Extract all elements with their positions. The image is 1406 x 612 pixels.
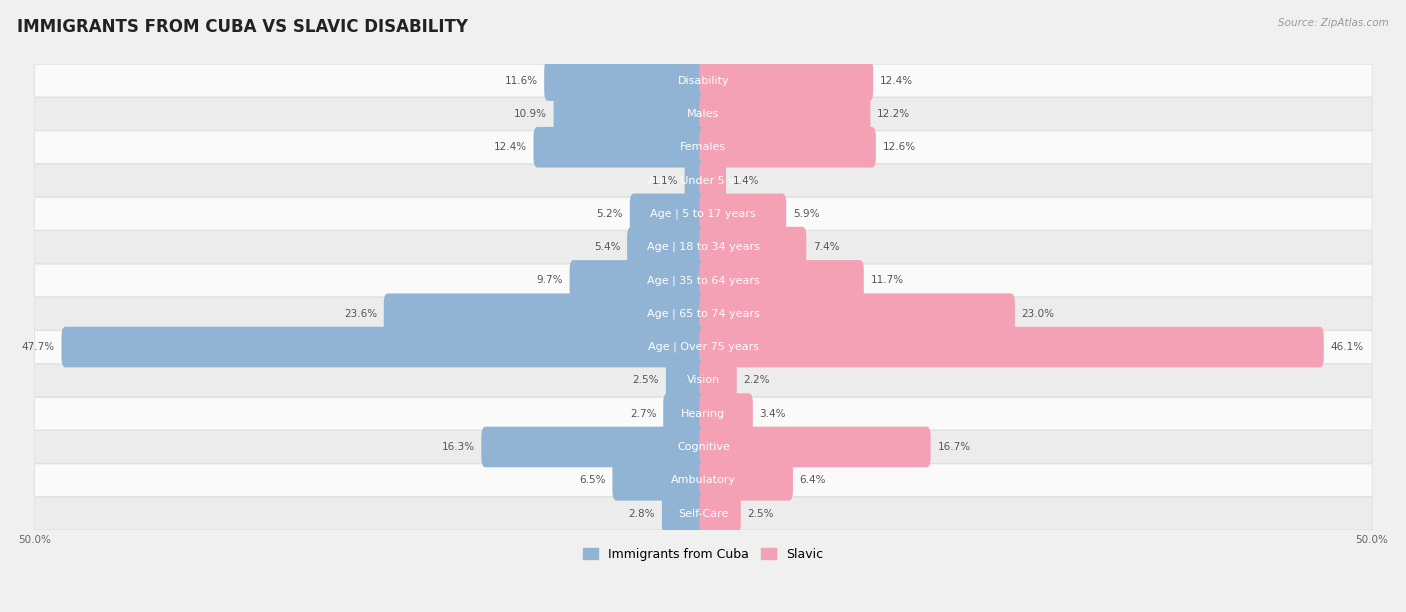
Text: Ambulatory: Ambulatory xyxy=(671,476,735,485)
Text: Males: Males xyxy=(688,109,720,119)
FancyBboxPatch shape xyxy=(699,260,863,300)
Text: 2.5%: 2.5% xyxy=(633,375,659,386)
FancyBboxPatch shape xyxy=(613,460,707,501)
FancyBboxPatch shape xyxy=(62,327,707,367)
FancyBboxPatch shape xyxy=(35,264,1372,297)
Text: 9.7%: 9.7% xyxy=(537,275,562,285)
FancyBboxPatch shape xyxy=(569,260,707,300)
FancyBboxPatch shape xyxy=(664,394,707,434)
Text: Age | 5 to 17 years: Age | 5 to 17 years xyxy=(651,209,756,219)
FancyBboxPatch shape xyxy=(662,493,707,534)
FancyBboxPatch shape xyxy=(699,127,876,168)
Text: 11.6%: 11.6% xyxy=(505,76,537,86)
FancyBboxPatch shape xyxy=(35,464,1372,496)
Text: 7.4%: 7.4% xyxy=(813,242,839,252)
FancyBboxPatch shape xyxy=(699,493,741,534)
Text: 5.2%: 5.2% xyxy=(596,209,623,219)
FancyBboxPatch shape xyxy=(699,394,752,434)
Text: 2.7%: 2.7% xyxy=(630,409,657,419)
FancyBboxPatch shape xyxy=(384,293,707,334)
FancyBboxPatch shape xyxy=(544,61,707,101)
FancyBboxPatch shape xyxy=(699,193,786,234)
Text: 11.7%: 11.7% xyxy=(870,275,904,285)
FancyBboxPatch shape xyxy=(666,360,707,401)
Text: 10.9%: 10.9% xyxy=(513,109,547,119)
Text: Disability: Disability xyxy=(678,76,730,86)
FancyBboxPatch shape xyxy=(35,330,1372,364)
Text: Age | 35 to 64 years: Age | 35 to 64 years xyxy=(647,275,759,286)
Text: Age | 65 to 74 years: Age | 65 to 74 years xyxy=(647,308,759,319)
Text: Source: ZipAtlas.com: Source: ZipAtlas.com xyxy=(1278,18,1389,28)
FancyBboxPatch shape xyxy=(35,397,1372,430)
FancyBboxPatch shape xyxy=(481,427,707,468)
Text: Self-Care: Self-Care xyxy=(678,509,728,518)
Text: Cognitive: Cognitive xyxy=(676,442,730,452)
FancyBboxPatch shape xyxy=(699,227,806,267)
Text: Hearing: Hearing xyxy=(682,409,725,419)
Text: 47.7%: 47.7% xyxy=(21,342,55,352)
FancyBboxPatch shape xyxy=(699,360,737,401)
Text: 1.4%: 1.4% xyxy=(733,176,759,185)
FancyBboxPatch shape xyxy=(35,364,1372,397)
FancyBboxPatch shape xyxy=(699,293,1015,334)
FancyBboxPatch shape xyxy=(35,297,1372,330)
FancyBboxPatch shape xyxy=(35,498,1372,530)
Text: 23.6%: 23.6% xyxy=(344,308,377,319)
FancyBboxPatch shape xyxy=(35,198,1372,230)
Text: Vision: Vision xyxy=(686,375,720,386)
FancyBboxPatch shape xyxy=(630,193,707,234)
FancyBboxPatch shape xyxy=(554,94,707,134)
Text: 2.2%: 2.2% xyxy=(744,375,770,386)
FancyBboxPatch shape xyxy=(533,127,707,168)
FancyBboxPatch shape xyxy=(685,160,707,201)
Text: IMMIGRANTS FROM CUBA VS SLAVIC DISABILITY: IMMIGRANTS FROM CUBA VS SLAVIC DISABILIT… xyxy=(17,18,468,36)
FancyBboxPatch shape xyxy=(699,61,873,101)
FancyBboxPatch shape xyxy=(699,427,931,468)
Text: 2.8%: 2.8% xyxy=(628,509,655,518)
Text: 46.1%: 46.1% xyxy=(1330,342,1364,352)
FancyBboxPatch shape xyxy=(35,131,1372,163)
FancyBboxPatch shape xyxy=(699,327,1323,367)
Text: 12.6%: 12.6% xyxy=(883,142,915,152)
Text: 16.3%: 16.3% xyxy=(441,442,475,452)
Text: 5.9%: 5.9% xyxy=(793,209,820,219)
Text: 2.5%: 2.5% xyxy=(748,509,773,518)
Text: 1.1%: 1.1% xyxy=(651,176,678,185)
FancyBboxPatch shape xyxy=(35,64,1372,97)
Text: Age | Under 5 years: Age | Under 5 years xyxy=(648,175,759,186)
Text: 6.4%: 6.4% xyxy=(800,476,827,485)
FancyBboxPatch shape xyxy=(35,164,1372,197)
FancyBboxPatch shape xyxy=(699,94,870,134)
FancyBboxPatch shape xyxy=(627,227,707,267)
FancyBboxPatch shape xyxy=(35,97,1372,130)
FancyBboxPatch shape xyxy=(35,431,1372,463)
FancyBboxPatch shape xyxy=(699,160,725,201)
Legend: Immigrants from Cuba, Slavic: Immigrants from Cuba, Slavic xyxy=(578,543,828,566)
Text: 5.4%: 5.4% xyxy=(593,242,620,252)
FancyBboxPatch shape xyxy=(699,460,793,501)
Text: Age | Over 75 years: Age | Over 75 years xyxy=(648,342,759,353)
Text: Age | 18 to 34 years: Age | 18 to 34 years xyxy=(647,242,759,252)
FancyBboxPatch shape xyxy=(35,231,1372,263)
Text: 12.4%: 12.4% xyxy=(880,76,912,86)
Text: 23.0%: 23.0% xyxy=(1022,308,1054,319)
Text: Females: Females xyxy=(681,142,727,152)
Text: 3.4%: 3.4% xyxy=(759,409,786,419)
Text: 6.5%: 6.5% xyxy=(579,476,606,485)
Text: 12.4%: 12.4% xyxy=(494,142,527,152)
Text: 12.2%: 12.2% xyxy=(877,109,910,119)
Text: 16.7%: 16.7% xyxy=(938,442,970,452)
